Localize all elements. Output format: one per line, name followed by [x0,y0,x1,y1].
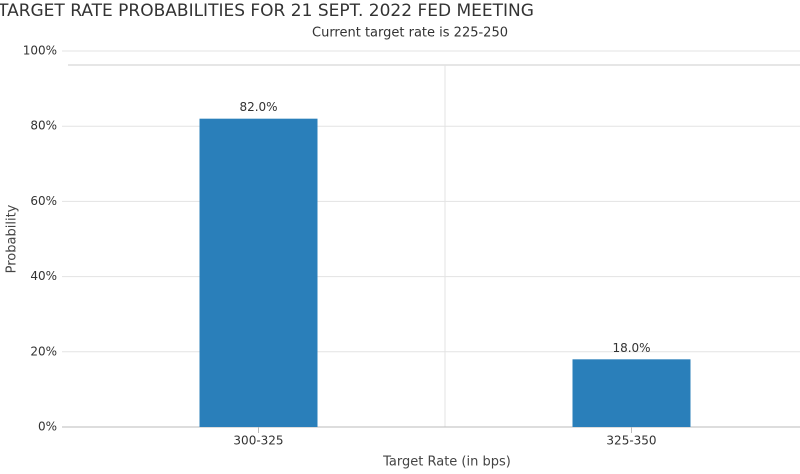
y-tick-label: 0% [38,420,57,434]
y-tick-label: 80% [30,119,57,133]
data-label: 18.0% [612,341,650,355]
data-label: 82.0% [239,100,277,114]
bar [199,118,318,428]
y-axis-title: Probability [5,204,20,273]
y-tick-label: 20% [30,344,57,358]
x-axis-title: Target Rate (in bps) [382,455,511,470]
y-tick-label: 40% [30,269,57,283]
y-tick-label: 60% [30,194,57,208]
chart-subtitle: Current target rate is 225-250 [312,26,508,41]
x-tick-label: 325-350 [606,434,656,448]
bar [572,359,691,427]
y-tick-label: 100% [23,44,57,58]
x-tick-label: 300-325 [233,434,283,448]
chart-title: TARGET RATE PROBABILITIES FOR 21 SEPT. 2… [0,1,534,21]
